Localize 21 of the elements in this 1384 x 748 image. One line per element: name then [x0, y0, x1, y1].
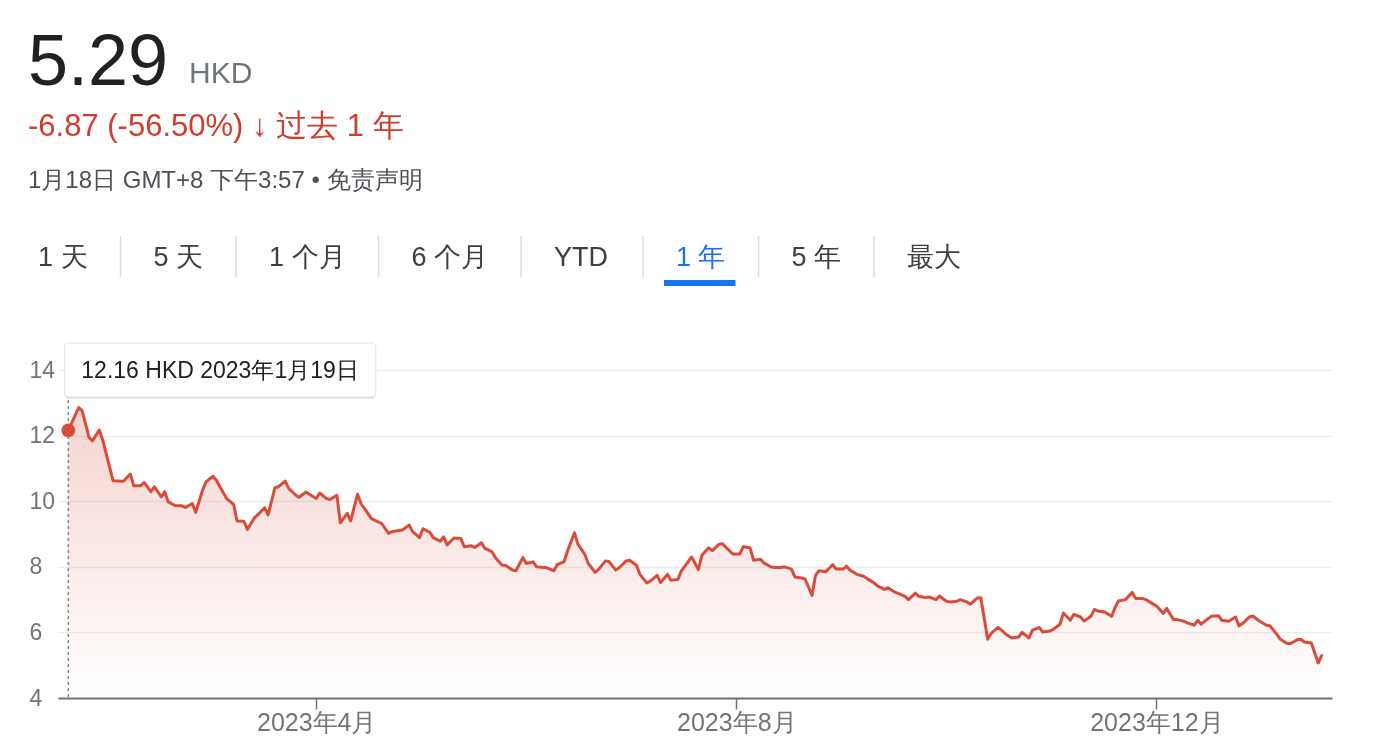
chart-title: 5.29 HKD [28, 20, 253, 100]
y-tick-label: 8 [29, 553, 43, 580]
y-tick-label: 14 [29, 356, 56, 383]
y-tick-label: 12 [29, 422, 56, 449]
text: 1 年 [675, 242, 726, 272]
annotation: 12.16 HKD 2023年1月19日 [81, 357, 359, 383]
y-tick-label: 10 [29, 487, 56, 514]
text: 1月18日 GMT+8 下午3:57 • 免责声明 [28, 166, 423, 193]
y-tick-label: 6 [29, 618, 43, 645]
y-tick-label: 4 [29, 684, 43, 711]
text: 5 天 [153, 242, 204, 272]
text: 最大 [907, 242, 961, 272]
text: 5 年 [791, 242, 842, 272]
text: 1 个月 [269, 242, 346, 272]
text: 1 天 [38, 242, 88, 272]
x-tick-label: 2023年4月 [256, 707, 377, 736]
text: 6 个月 [411, 242, 489, 272]
x-tick-label: 2023年8月 [677, 707, 797, 736]
x-tick-label: 2023年12月 [1090, 707, 1224, 736]
text: YTD [554, 242, 609, 272]
chart-subtitle: -6.87 (-56.50%) ↓ 过去 1 年 [28, 108, 404, 143]
